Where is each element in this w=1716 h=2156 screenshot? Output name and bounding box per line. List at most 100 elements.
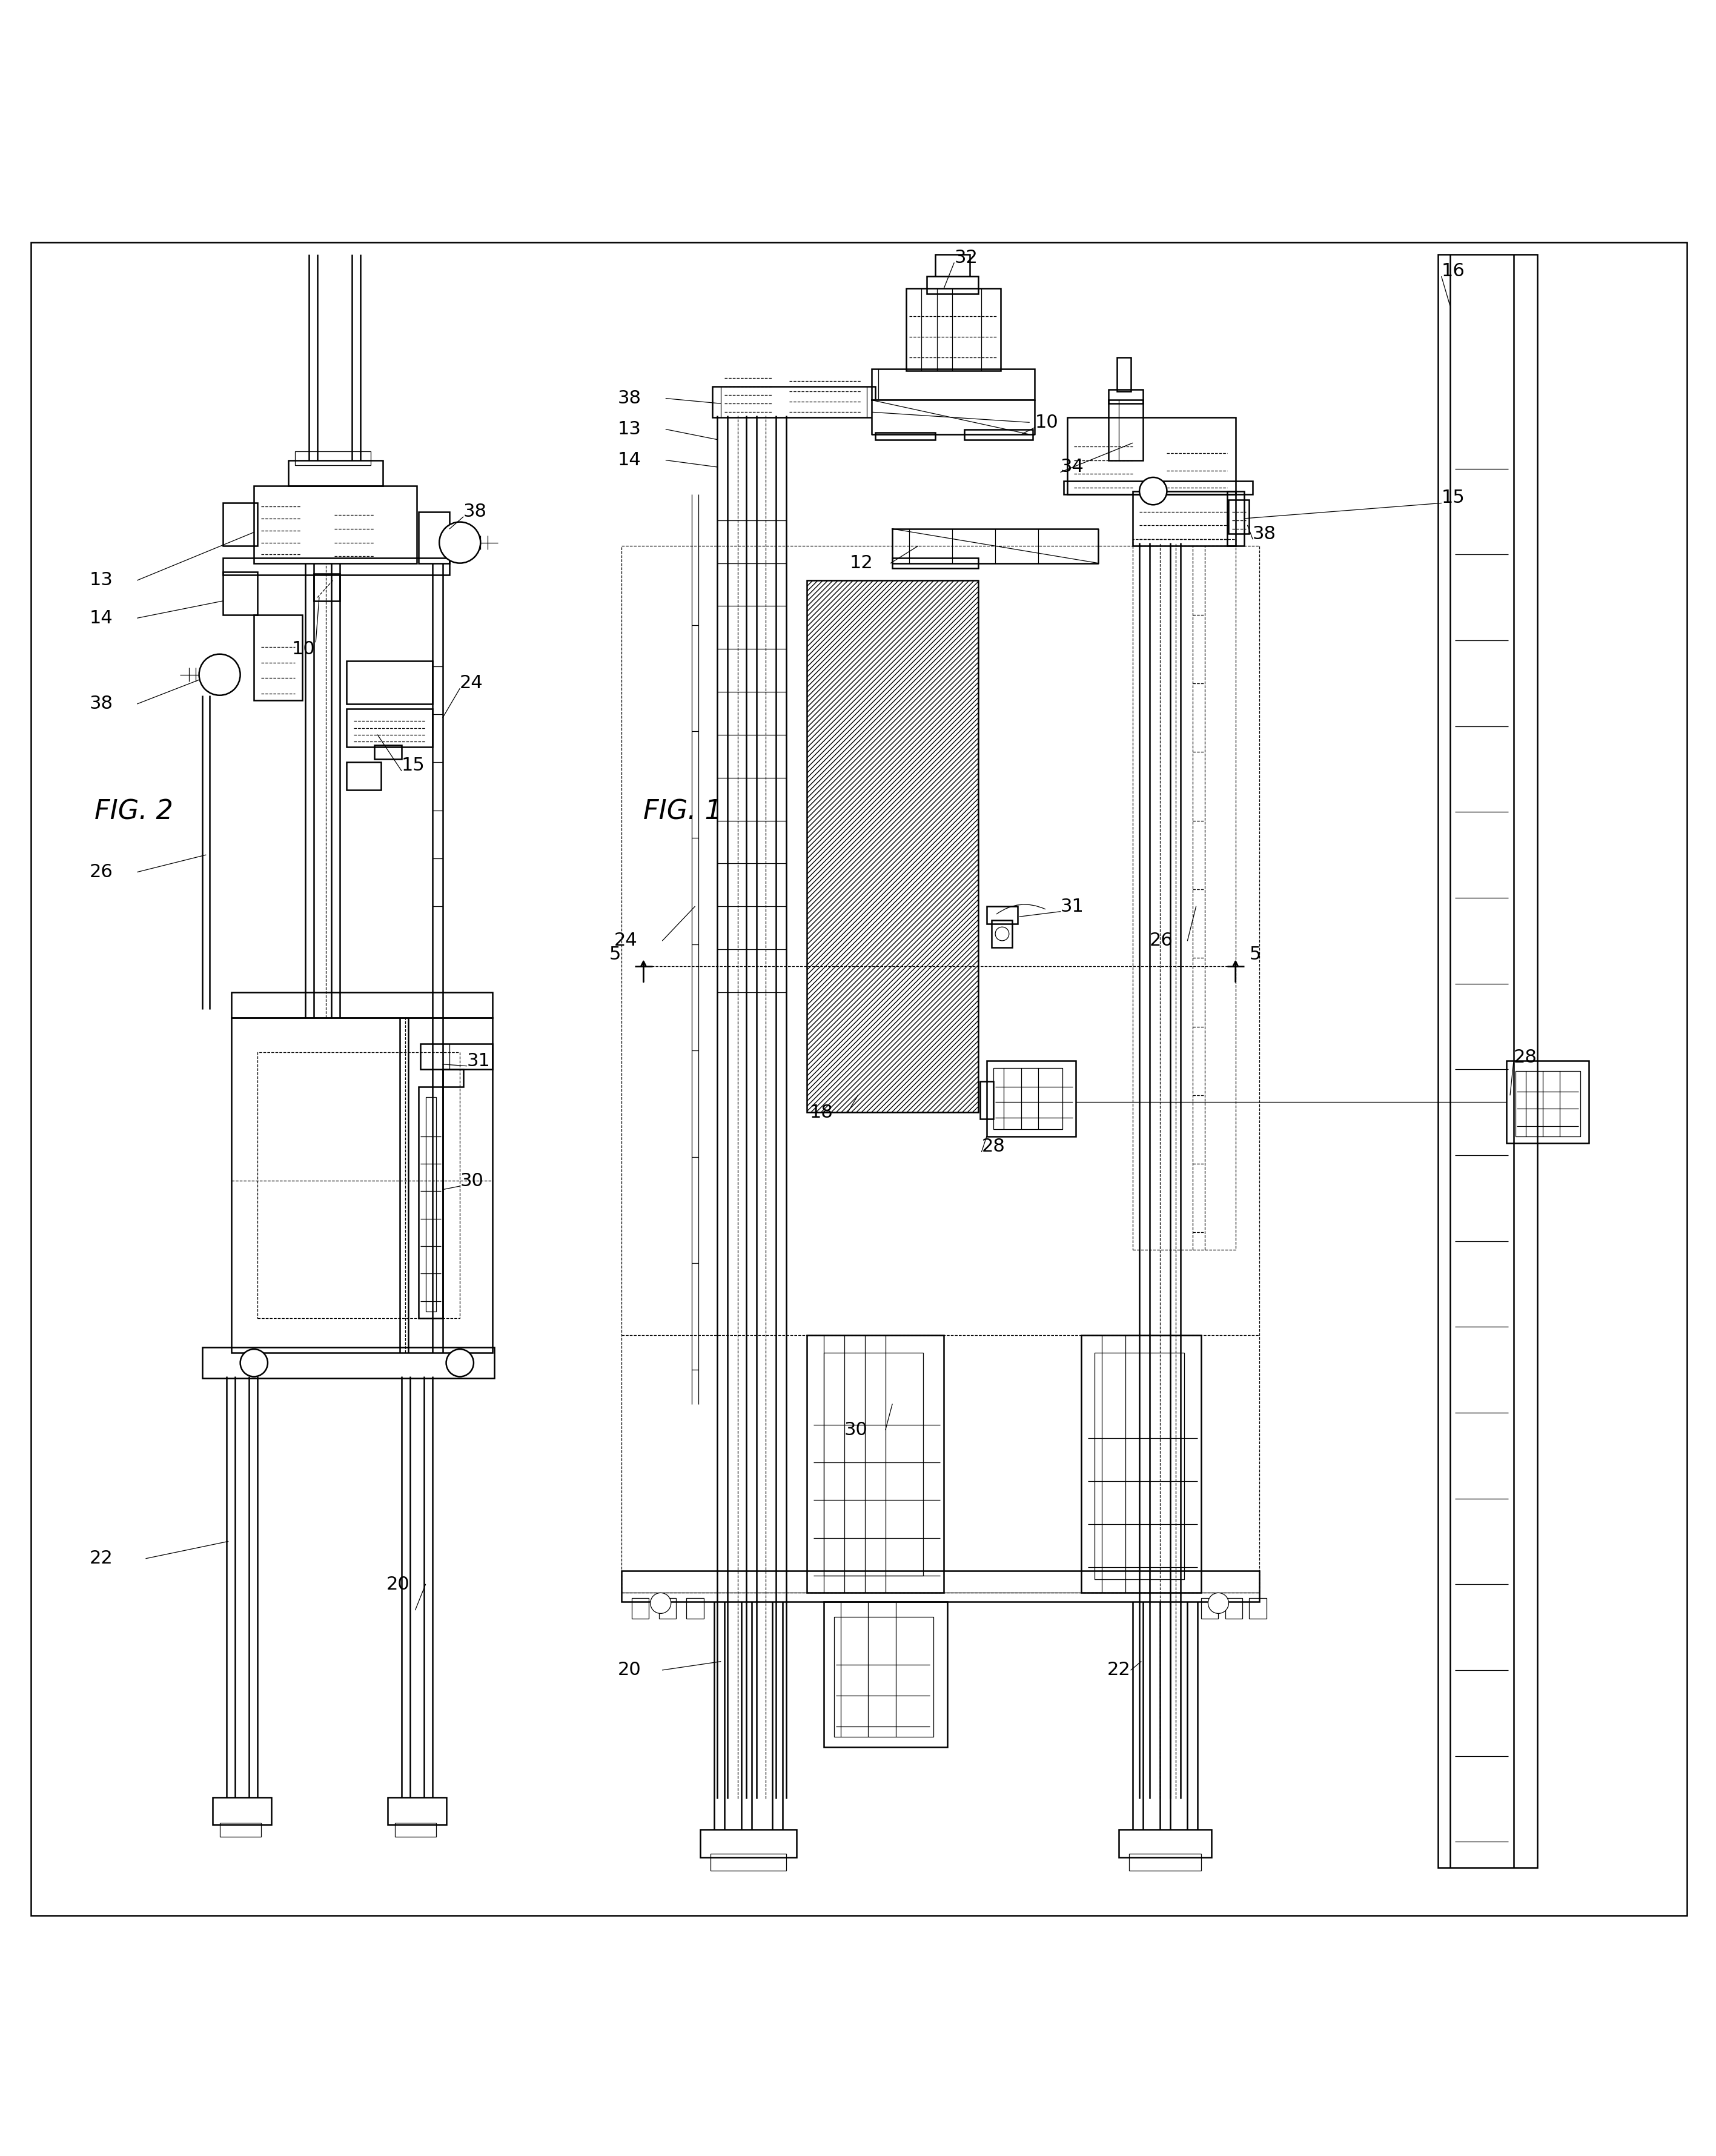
Bar (223, 502, 257, 545)
Bar (419, 1087, 443, 1317)
Text: 14: 14 (89, 610, 113, 627)
Bar (220, 1822, 261, 1837)
Bar (987, 906, 1018, 923)
Circle shape (446, 1350, 474, 1378)
Text: 31: 31 (467, 1052, 491, 1069)
Bar (1227, 492, 1244, 545)
Text: 34: 34 (1060, 459, 1085, 476)
Bar (1109, 390, 1143, 403)
Circle shape (199, 653, 240, 694)
Bar (288, 459, 383, 485)
Bar (1119, 1830, 1211, 1856)
Bar (1129, 1854, 1201, 1871)
Bar (621, 545, 1260, 1593)
Bar (712, 386, 875, 418)
Circle shape (1139, 476, 1167, 505)
Bar (223, 571, 257, 614)
Bar (1229, 500, 1249, 535)
Bar (213, 1798, 271, 1824)
Text: 10: 10 (1035, 414, 1059, 431)
Bar (659, 1598, 676, 1619)
Text: FIG. 1: FIG. 1 (644, 800, 722, 826)
Bar (419, 511, 450, 563)
Bar (1067, 418, 1236, 494)
Bar (1515, 1072, 1580, 1136)
Bar (807, 1335, 944, 1593)
Bar (254, 485, 417, 563)
Circle shape (240, 1350, 268, 1378)
Bar (927, 276, 978, 293)
Bar (257, 1052, 460, 1317)
Bar (1117, 358, 1131, 392)
Bar (1133, 539, 1236, 1250)
Text: 18: 18 (810, 1104, 834, 1121)
Bar (254, 614, 302, 701)
Bar (710, 1854, 786, 1871)
Text: 26: 26 (89, 862, 113, 882)
Bar (875, 433, 935, 440)
Bar (621, 1570, 1260, 1602)
Bar (1225, 1598, 1242, 1619)
Bar (686, 1598, 704, 1619)
Text: 31: 31 (1060, 897, 1085, 914)
Bar (232, 992, 492, 1018)
Text: 38: 38 (463, 502, 487, 520)
Bar (426, 1097, 436, 1311)
Bar (347, 709, 432, 746)
Text: 28: 28 (1514, 1048, 1538, 1067)
Bar (1201, 1598, 1218, 1619)
Bar (295, 451, 371, 466)
Bar (314, 573, 340, 602)
Text: 38: 38 (89, 694, 113, 714)
Bar (935, 254, 970, 280)
Text: 24: 24 (614, 931, 638, 949)
Bar (992, 921, 1012, 949)
Bar (223, 558, 450, 576)
Bar (232, 1018, 492, 1352)
Bar (807, 580, 978, 1112)
Text: 13: 13 (89, 571, 113, 589)
Circle shape (995, 927, 1009, 940)
Text: 10: 10 (292, 640, 316, 658)
Bar (824, 1352, 923, 1576)
Bar (1109, 401, 1143, 459)
Bar (388, 1798, 446, 1824)
Text: 26: 26 (1150, 931, 1174, 949)
Bar (834, 1617, 934, 1738)
Text: 30: 30 (460, 1173, 484, 1190)
Bar (987, 1061, 1076, 1136)
Bar (1081, 1335, 1201, 1593)
Polygon shape (872, 401, 1035, 433)
Circle shape (650, 1593, 671, 1613)
Text: 30: 30 (844, 1421, 868, 1438)
Text: 22: 22 (89, 1550, 113, 1567)
Bar (964, 429, 1033, 440)
Text: 38: 38 (618, 390, 642, 407)
Bar (347, 662, 432, 703)
Text: 24: 24 (460, 675, 484, 692)
Bar (700, 1830, 796, 1856)
Bar (1133, 492, 1236, 545)
Bar (374, 746, 402, 759)
Circle shape (439, 522, 480, 563)
Bar (347, 763, 381, 789)
Text: 13: 13 (618, 420, 642, 438)
Text: 15: 15 (402, 757, 426, 774)
Text: FIG. 2: FIG. 2 (94, 800, 173, 826)
Bar (395, 1822, 436, 1837)
Text: 15: 15 (1441, 489, 1465, 507)
Bar (202, 1348, 494, 1378)
Circle shape (1208, 1593, 1229, 1613)
Text: 5: 5 (1249, 946, 1261, 964)
Bar (994, 1067, 1062, 1130)
Bar (980, 1082, 994, 1119)
Text: 38: 38 (1253, 526, 1277, 543)
Bar (906, 289, 1000, 371)
Text: 28: 28 (982, 1138, 1006, 1156)
Text: 16: 16 (1441, 263, 1465, 280)
Bar (631, 1598, 649, 1619)
Bar (1438, 254, 1538, 1867)
Text: 32: 32 (954, 248, 978, 267)
Text: 22: 22 (1107, 1662, 1131, 1680)
Text: 12: 12 (849, 554, 873, 571)
